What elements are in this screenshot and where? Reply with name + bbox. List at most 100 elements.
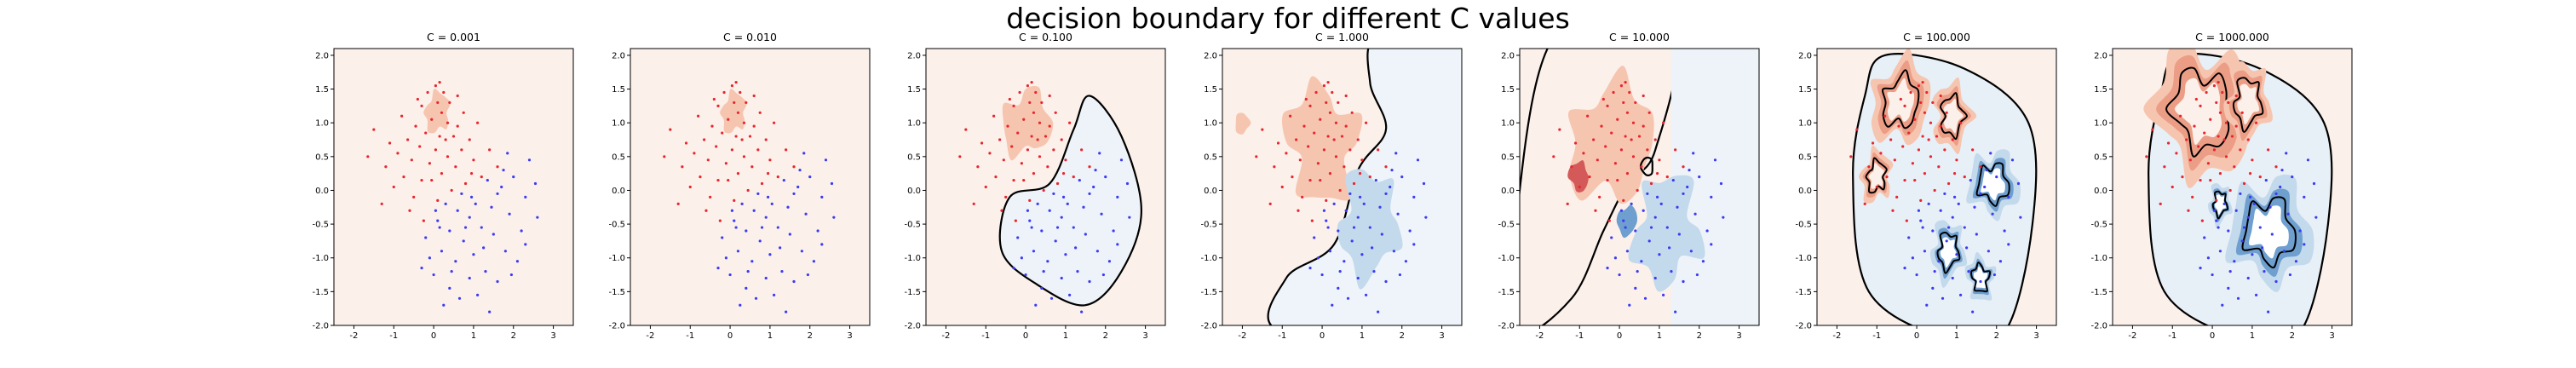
point-class-red	[1350, 111, 1354, 114]
y-tick-label: -1.5	[904, 288, 921, 297]
point-class-red	[1338, 188, 1342, 193]
point-class-red	[1012, 178, 1015, 182]
x-tick-label: -1	[1872, 331, 1881, 341]
y-tick-label: -2.0	[312, 322, 329, 331]
point-class-blue	[432, 273, 435, 277]
point-class-blue	[1394, 152, 1398, 155]
y-tick-label: 2.0	[315, 51, 329, 60]
point-class-blue	[1613, 256, 1617, 260]
point-class-blue	[1082, 205, 1085, 209]
point-class-blue	[1995, 175, 1998, 179]
point-class-red	[1578, 185, 1581, 189]
point-class-red	[1939, 124, 1942, 128]
x-tick-label: -2	[2128, 331, 2136, 341]
point-class-blue	[764, 276, 768, 280]
point-class-blue	[2279, 185, 2282, 189]
y-tick-label: -0.5	[904, 221, 921, 230]
point-class-blue	[1055, 226, 1060, 229]
point-class-red	[2234, 124, 2238, 128]
point-class-red	[693, 152, 696, 155]
point-class-red	[2215, 198, 2218, 202]
point-class-blue	[1939, 209, 1942, 212]
point-class-red	[438, 135, 441, 138]
point-class-blue	[1331, 303, 1334, 307]
point-class-red	[1631, 155, 1636, 158]
point-class-red	[438, 81, 441, 84]
y-tick-label: 1.5	[907, 85, 921, 95]
y-tick-label: 1.5	[1204, 85, 1217, 95]
point-class-blue	[2248, 195, 2252, 198]
point-class-red	[1913, 118, 1917, 121]
subplot-7: C = 1000.000 -2 -1 0 1 2 3 -2.0 -1.5 -1.0 -0.5 0.0 0…	[2090, 31, 2353, 341]
point-class-red	[1322, 83, 1326, 88]
decision-boundary	[1882, 69, 1920, 129]
point-class-red	[1619, 83, 1624, 88]
point-class-red	[1923, 111, 1927, 114]
point-class-red	[406, 138, 410, 141]
y-tick-label: 2.0	[1501, 51, 1515, 60]
point-class-red	[2246, 138, 2250, 141]
point-class-red	[976, 165, 980, 169]
point-class-blue	[804, 212, 808, 216]
point-class-red	[730, 83, 734, 88]
point-class-blue	[1662, 293, 1665, 296]
point-class-blue	[1380, 233, 1383, 236]
point-class-red	[2224, 121, 2228, 124]
point-class-blue	[2288, 273, 2292, 277]
point-class-red	[2221, 90, 2224, 95]
point-class-blue	[468, 276, 471, 280]
y-tick-label: -1.5	[1795, 288, 1812, 297]
point-class-red	[2179, 114, 2182, 118]
point-class-red	[1340, 135, 1344, 138]
point-class-red	[1280, 185, 1284, 189]
point-class-blue	[764, 216, 768, 219]
point-class-red	[1344, 94, 1348, 98]
point-class-blue	[824, 158, 828, 162]
point-class-blue	[1946, 226, 1951, 229]
point-class-red	[1573, 141, 1578, 145]
point-class-red	[1060, 138, 1063, 141]
point-class-blue	[1392, 250, 1395, 253]
point-class-red	[1955, 158, 1958, 162]
point-class-blue	[527, 158, 532, 162]
x-tick-label: 1	[1954, 331, 1959, 341]
y-tick-label: 0.5	[907, 152, 921, 162]
plot-background	[630, 49, 870, 325]
point-class-red	[2171, 185, 2174, 189]
point-class-red	[446, 121, 450, 124]
point-class-red	[2145, 155, 2148, 158]
point-class-red	[396, 152, 400, 155]
point-class-blue	[1384, 279, 1388, 284]
decision-boundary	[2165, 66, 2230, 158]
y-tick-label: -1.0	[1795, 254, 1812, 263]
point-class-red	[710, 124, 714, 128]
point-class-blue	[448, 229, 451, 233]
point-class-red	[733, 198, 736, 202]
y-tick-label: 1.0	[1798, 119, 1812, 129]
point-class-red	[468, 138, 471, 141]
point-class-red	[440, 111, 444, 114]
point-class-blue	[2007, 243, 2010, 246]
point-class-blue	[1975, 233, 1978, 236]
y-tick-label: -1.5	[312, 288, 329, 297]
point-class-red	[2191, 195, 2194, 198]
point-class-blue	[2270, 233, 2274, 236]
y-tick-label: 0.0	[2094, 187, 2107, 196]
x-tick-label: 3	[550, 331, 555, 341]
point-class-red	[1601, 97, 1605, 101]
point-class-red	[1558, 128, 1561, 131]
point-class-red	[1610, 131, 1613, 135]
y-tick-label: 1.0	[315, 119, 329, 129]
point-class-red	[1917, 148, 1921, 152]
point-class-blue	[1985, 169, 1988, 172]
point-class-blue	[1701, 260, 1705, 263]
point-class-red	[1637, 135, 1642, 138]
point-class-red	[434, 83, 438, 88]
point-class-red	[384, 165, 388, 169]
point-class-red	[1903, 178, 1906, 182]
point-class-blue	[1722, 216, 1725, 219]
point-class-blue	[456, 209, 459, 212]
point-class-blue	[524, 195, 527, 198]
point-class-blue	[1987, 250, 1990, 253]
